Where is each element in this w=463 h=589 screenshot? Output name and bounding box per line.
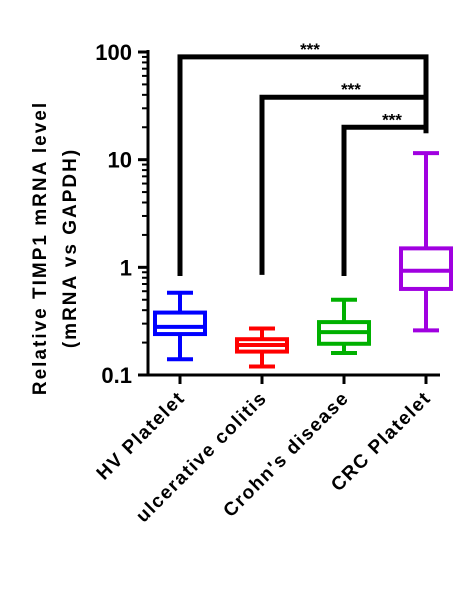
box-2 bbox=[235, 326, 289, 369]
iqr-box bbox=[153, 310, 207, 337]
significance-bracket bbox=[341, 124, 429, 277]
y-axis-sublabel: (mRNA vs GAPDH) bbox=[60, 148, 81, 348]
significance-bracket bbox=[177, 54, 429, 277]
boxes bbox=[153, 151, 453, 369]
significance-label: *** bbox=[300, 40, 320, 59]
significance-brackets: *** *** *** bbox=[177, 40, 429, 277]
y-tick-label: 10 bbox=[108, 148, 132, 173]
box-3 bbox=[317, 297, 371, 356]
iqr-box bbox=[399, 246, 453, 291]
box-4 bbox=[399, 151, 453, 333]
axes: 0.1 1 10 100 bbox=[95, 40, 440, 388]
y-axis-title: Relative TIMP1 mRNA level (mRNA vs GAPDH… bbox=[30, 101, 81, 395]
significance-label: *** bbox=[382, 110, 402, 129]
box-1 bbox=[153, 290, 207, 362]
y-tick-label: 100 bbox=[95, 40, 132, 65]
y-tick-label: 0.1 bbox=[101, 363, 132, 388]
significance-bracket bbox=[259, 94, 429, 275]
y-axis-label: Relative TIMP1 mRNA level bbox=[30, 101, 51, 395]
significance-label: *** bbox=[341, 80, 361, 99]
y-tick-label: 1 bbox=[120, 255, 132, 280]
